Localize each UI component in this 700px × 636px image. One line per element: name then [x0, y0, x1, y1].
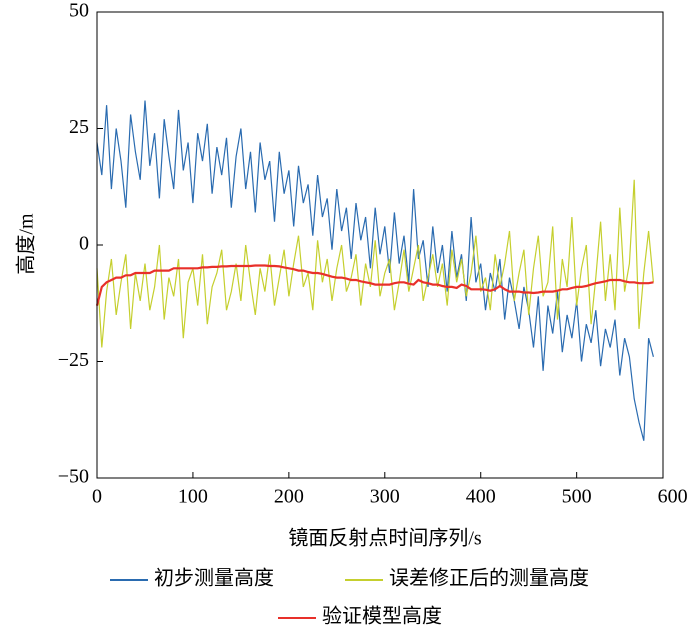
y-tick-label: −50: [58, 466, 89, 488]
x-tick-label: 100: [178, 486, 208, 508]
x-tick-label: 400: [466, 486, 496, 508]
x-tick-label: 500: [562, 486, 592, 508]
y-axis-label: 高度/m: [15, 213, 38, 275]
y-tick-label: 0: [79, 233, 89, 255]
legend-label: 验证模型高度: [322, 605, 442, 628]
x-tick-label: 200: [274, 486, 304, 508]
line-series: [95, 264, 654, 306]
x-axis-label: 镜面反射点时间序列/s: [288, 527, 482, 550]
y-tick-label: 25: [69, 116, 89, 138]
y-tick-label: −25: [58, 349, 89, 371]
legend-label: 初步测量高度: [154, 567, 274, 590]
line-series: [96, 179, 654, 348]
line-series: [96, 100, 654, 441]
x-tick-label: 300: [370, 486, 400, 508]
plot-frame: [96, 11, 664, 479]
legend-label: 误差修正后的测量高度: [389, 567, 589, 590]
y-tick-label: 50: [69, 0, 89, 22]
x-tick-label: 0: [92, 486, 102, 508]
x-tick-label: 600: [658, 486, 688, 508]
